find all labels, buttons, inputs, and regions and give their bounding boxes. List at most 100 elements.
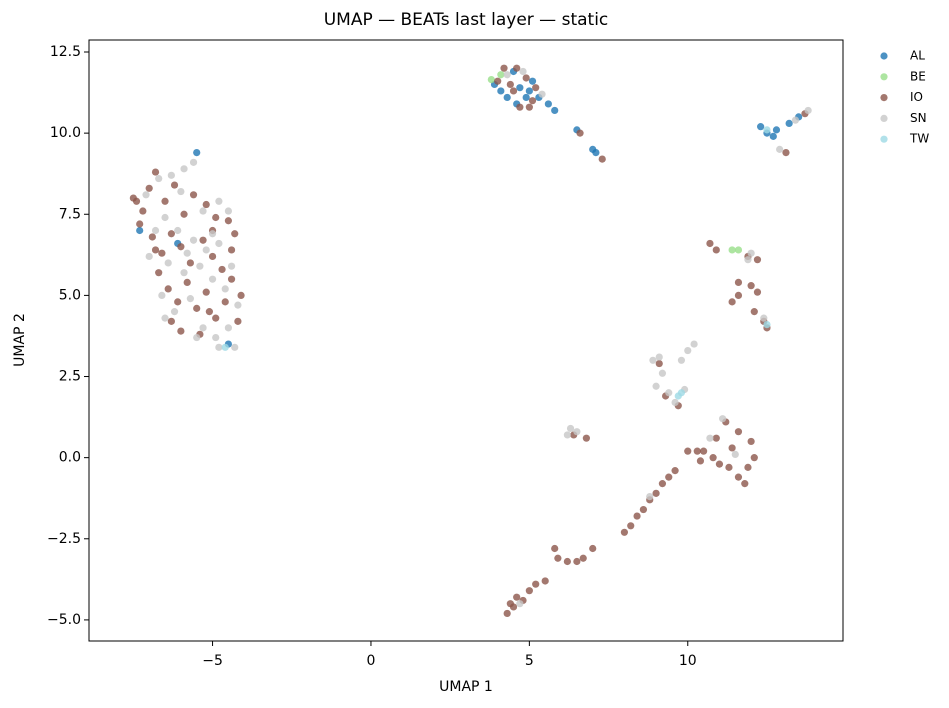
point [215,239,223,248]
point [183,249,191,257]
point [776,145,784,153]
point [646,492,654,501]
point [658,480,667,488]
legend-marker [880,135,888,143]
point [516,84,524,92]
point [576,129,584,137]
point [734,246,743,254]
point [170,308,179,316]
point [145,184,153,192]
point [734,291,743,299]
point [180,210,188,218]
point [563,557,571,566]
legend-label: TW [909,132,929,146]
point [174,226,182,235]
point [620,528,629,536]
point [212,314,220,322]
point [151,246,160,254]
point [189,236,198,244]
point [183,278,191,287]
point [649,356,657,364]
point [231,343,239,351]
point [769,132,777,140]
x-tick-label: 0 [366,653,375,669]
y-tick-label: 2.5 [59,369,81,385]
point [750,454,758,462]
x-tick-label: −5 [202,653,223,669]
point [161,197,169,205]
point [161,213,169,222]
point [728,246,736,254]
point [516,103,524,111]
point [164,259,172,267]
point [522,74,530,82]
x-tick-label: 10 [679,653,697,669]
point [170,181,179,189]
point [693,447,701,455]
point [208,230,217,238]
point [227,275,236,283]
point [772,126,781,134]
point [715,460,724,468]
point [224,324,232,332]
point [753,288,762,296]
point [189,158,198,166]
point [655,353,663,361]
point [551,544,559,553]
point [234,301,242,309]
point [503,609,511,618]
point [186,259,194,267]
point [218,265,226,274]
point [180,269,188,277]
point [513,593,521,601]
point [719,415,727,423]
point [205,308,213,316]
point [671,398,679,407]
point [231,230,239,238]
point [215,197,223,205]
point [208,252,217,261]
point [528,77,537,85]
point [151,226,160,235]
point [763,320,771,329]
y-axis-label: UMAP 2 [12,313,28,367]
point [589,544,597,553]
point [509,603,518,611]
point [202,288,210,296]
point [234,317,242,325]
point [573,557,581,566]
legend-marker [880,52,888,60]
point [148,233,156,241]
point [690,340,698,348]
point [782,149,790,157]
point [573,428,581,436]
point [791,116,800,124]
point [674,392,682,400]
point [652,489,660,497]
point [760,314,768,322]
chart-title: UMAP — BEATs last layer — static [324,10,609,30]
point [139,207,147,215]
point [544,100,552,108]
point [522,93,530,102]
point [199,236,207,244]
point [212,333,220,342]
point [528,97,537,105]
point [155,174,163,183]
point [712,434,720,442]
point [145,252,153,261]
point [151,168,160,176]
point [627,522,635,530]
point [734,278,743,287]
point [696,457,705,465]
y-tick-label: 12.5 [50,44,81,60]
point [202,246,210,254]
point [744,256,752,264]
point [503,71,511,79]
point [503,93,511,102]
point [563,431,571,439]
point [177,327,185,335]
point [658,369,667,377]
